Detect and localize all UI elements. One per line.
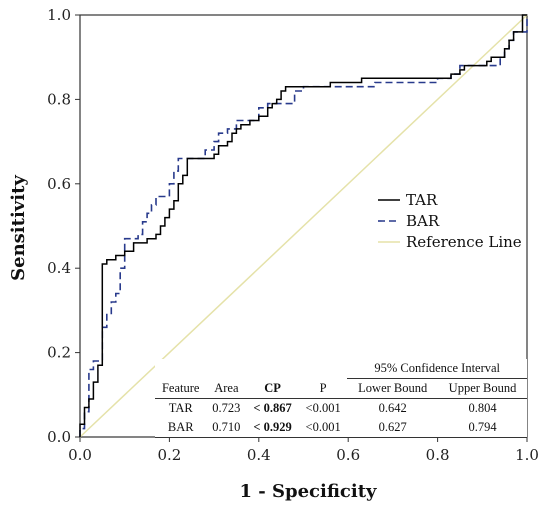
series-line-reference-line [79, 14, 528, 438]
cell-lower-bound: 0.642 [378, 401, 407, 415]
y-tick-label: 1.0 [47, 6, 71, 24]
col-lower-bound: Lower Bound [347, 378, 439, 399]
cell-p: <0.001 [305, 401, 341, 415]
ci-group-header: 95% Confidence Interval [347, 359, 527, 379]
col-area: Area [206, 378, 247, 399]
cell-lower-bound: 0.627 [347, 418, 439, 438]
legend-label-bar: BAR [406, 212, 440, 230]
table-row: BAR 0.710 < 0.929 <0.001 0.627 0.794 [155, 418, 527, 438]
cell-area: 0.723 [212, 401, 241, 415]
col-upper-bound: Upper Bound [438, 378, 527, 399]
col-cp: CP [246, 378, 299, 399]
cell-upper-bound: 0.794 [438, 418, 527, 438]
x-tick-label: 0.4 [247, 446, 271, 464]
table-header-row: Feature Area CP P Lower Bound Upper Boun… [155, 378, 527, 399]
y-tick-label: 0.8 [47, 90, 71, 108]
col-feature: Feature [155, 378, 207, 399]
cell-feature: BAR [155, 418, 207, 438]
legend-label-reference-line: Reference Line [406, 233, 522, 251]
y-tick-label: 0.0 [47, 428, 71, 446]
y-tick-label: 0.2 [47, 344, 71, 362]
x-tick-label: 0.2 [157, 446, 181, 464]
col-p: P [298, 378, 348, 399]
auc-statistics-table: 95% Confidence Interval Feature Area CP … [155, 359, 527, 438]
x-tick-label: 1.0 [515, 446, 539, 464]
table-row: TAR 0.723 < 0.867 <0.001 0.642 0.804 [155, 399, 527, 419]
x-axis-label: 1 - Specificity [239, 481, 377, 502]
cell-area: 0.710 [206, 418, 247, 438]
series-line-tar [79, 14, 527, 437]
x-tick-label: 0.6 [336, 446, 360, 464]
y-tick-label: 0.6 [47, 175, 71, 193]
legend-label-tar: TAR [406, 191, 438, 209]
cell-cp: < 0.929 [246, 418, 299, 438]
cell-p: <0.001 [298, 418, 348, 438]
cell-feature: TAR [168, 401, 193, 415]
y-tick-label: 0.4 [47, 259, 71, 277]
y-axis-label: Sensitivity [8, 175, 29, 281]
cell-cp: < 0.867 [253, 401, 292, 415]
cell-upper-bound: 0.804 [468, 401, 497, 415]
x-tick-label: 0.0 [68, 446, 92, 464]
x-tick-label: 0.8 [426, 446, 450, 464]
